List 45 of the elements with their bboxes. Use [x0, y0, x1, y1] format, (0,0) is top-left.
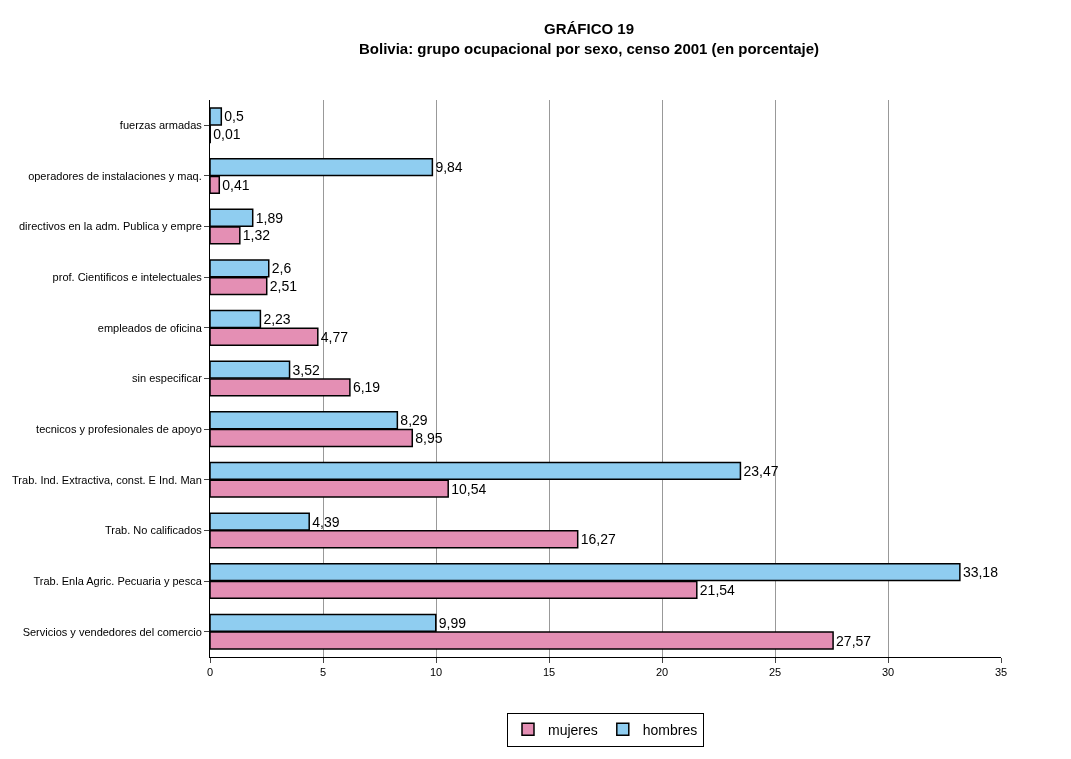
x-tick-label: 5 — [319, 666, 327, 679]
data-label: 21,54 — [699, 581, 736, 598]
data-label: 16,27 — [580, 531, 616, 548]
x-tick-label: 10 — [429, 666, 443, 679]
data-label: 4,77 — [320, 328, 349, 345]
data-label: 33,18 — [962, 564, 999, 581]
data-label: 6,19 — [352, 379, 381, 396]
chart-subtitle: Bolivia: grupo ocupacional por sexo, censo 2001 (en porcentaje) — [358, 39, 820, 57]
y-tick-label: Servicios y vendedores del comercio — [22, 625, 202, 638]
y-tick-label: Trab. Ind. Extractiva, const. E Ind. Man — [12, 473, 202, 486]
legend-label: hombres — [642, 721, 698, 738]
x-tick-label: 30 — [881, 666, 895, 679]
x-tick-label: 15 — [542, 666, 556, 679]
y-tick-label: fuerzas armadas — [119, 119, 203, 132]
data-label: 9,99 — [438, 614, 467, 631]
chart-title: GRÁFICO 19 — [544, 20, 635, 38]
data-label: 2,51 — [269, 278, 298, 295]
x-tick-label: 25 — [768, 666, 782, 679]
data-label: 1,32 — [242, 227, 271, 244]
data-label: 0,01 — [213, 126, 241, 143]
data-label: 1,89 — [255, 209, 284, 226]
data-label: 0,5 — [224, 108, 244, 125]
data-label: 8,29 — [400, 412, 428, 429]
y-tick-label: sin especificar — [132, 372, 203, 385]
data-label: 2,23 — [263, 311, 291, 327]
data-label: 23,47 — [743, 462, 779, 479]
data-label: 27,57 — [836, 632, 872, 649]
legend-label: mujeres — [548, 721, 598, 738]
x-tick-label: 20 — [655, 666, 669, 679]
y-tick-label: tecnicos y profesionales de apoyo — [36, 422, 202, 435]
data-label: 10,54 — [451, 480, 487, 497]
y-tick-label: empleados de oficina — [97, 321, 203, 334]
data-label: 2,6 — [271, 260, 292, 277]
data-label: 0,41 — [222, 176, 250, 193]
data-label: 9,84 — [435, 159, 463, 176]
data-label: 4,39 — [312, 513, 340, 530]
y-tick-label: directivos en la adm. Publica y empre — [18, 220, 202, 233]
data-label: 8,95 — [415, 430, 443, 446]
data-label: 3,52 — [292, 361, 321, 378]
y-tick-label: prof. Cientificos e intelectuales — [52, 271, 203, 284]
x-tick-label: 0 — [206, 666, 214, 679]
y-tick-label: Trab. Enla Agric. Pecuaria y pesca — [33, 574, 203, 587]
y-tick-label: operadores de instalaciones y maq. — [28, 169, 202, 182]
x-tick-label: 35 — [994, 666, 1008, 679]
y-tick-label: Trab. No calificados — [104, 524, 203, 537]
